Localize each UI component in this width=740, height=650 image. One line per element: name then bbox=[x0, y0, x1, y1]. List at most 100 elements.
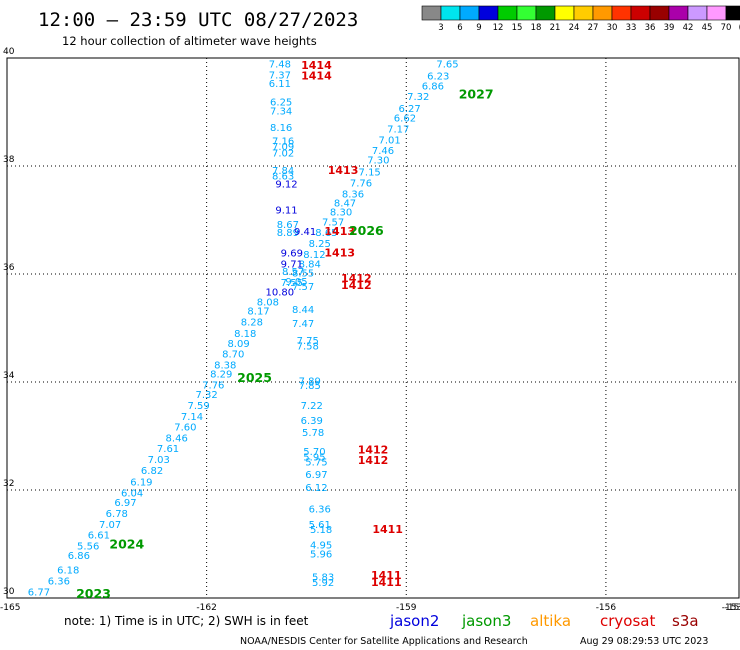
wave-height-label: 7.61 bbox=[157, 444, 179, 455]
wave-height-label: 6.78 bbox=[106, 509, 128, 520]
wave-height-label: 8.38 bbox=[214, 361, 236, 372]
colorbar-label: 70 bbox=[721, 23, 732, 33]
wave-height-label: 6.25 bbox=[270, 98, 292, 109]
wave-height-label: 10.80 bbox=[266, 288, 295, 299]
wave-height-label: 7.15 bbox=[359, 168, 381, 179]
wave-height-label: 8.46 bbox=[166, 433, 188, 444]
wave-height-label: 9.41 bbox=[294, 227, 316, 238]
time-labels: 1414141420271413141320261413141214122025… bbox=[76, 59, 493, 601]
colorbar-swatch bbox=[649, 5, 670, 21]
wave-height-label: 7.37 bbox=[269, 71, 291, 82]
wave-height-label: 8.47 bbox=[334, 199, 356, 210]
wave-height-label: 7.32 bbox=[196, 390, 218, 401]
colorbar-label: 27 bbox=[588, 23, 599, 33]
wave-height-label: 6.97 bbox=[114, 498, 136, 509]
colorbar-swatch bbox=[668, 5, 689, 21]
y-tick-label: 38 bbox=[3, 155, 15, 165]
wave-height-label: 9.69 bbox=[281, 249, 303, 260]
x-tick-label: -156 bbox=[596, 603, 617, 613]
pass-time-label: 1412 bbox=[341, 272, 372, 285]
wave-height-label: 7.03 bbox=[148, 455, 170, 466]
wave-height-label: 5.56 bbox=[77, 541, 99, 552]
wave-height-label: 8.28 bbox=[241, 317, 263, 328]
wave-height-label: 6.11 bbox=[269, 79, 291, 90]
pass-time-label: 1412 bbox=[341, 279, 372, 292]
wave-height-label: 7.22 bbox=[301, 401, 323, 412]
pass-time-label: 2026 bbox=[349, 223, 384, 238]
wave-height-label: 6.23 bbox=[427, 72, 449, 83]
wave-height-label: 6.36 bbox=[48, 577, 70, 588]
pass-time-label: 1411 bbox=[371, 569, 402, 582]
wave-height-label: 8.89 bbox=[277, 228, 299, 239]
x-tick-label: -15 bbox=[725, 603, 740, 613]
wave-height-label: 7.60 bbox=[174, 423, 196, 434]
colorbar-swatch bbox=[592, 5, 613, 21]
pass-time-label: 1412 bbox=[358, 454, 389, 467]
colorbar-label: 30 bbox=[607, 23, 618, 33]
page-subtitle: 12 hour collection of altimeter wave hei… bbox=[62, 34, 317, 48]
wave-height-label: 7.46 bbox=[372, 146, 394, 157]
wave-height-label: 7.57 bbox=[322, 217, 344, 228]
axis-ticks: -165 -162 -159 -156 -153-15 30 32 34 36 38 40 bbox=[0, 47, 740, 613]
colorbar-swatch bbox=[611, 5, 632, 21]
pass-time-label: 1411 bbox=[372, 523, 403, 536]
wave-height-label: 8.17 bbox=[247, 307, 269, 318]
colorbar-swatch bbox=[725, 5, 740, 21]
colorbar-label: 39 bbox=[664, 23, 675, 33]
x-tick-label: -153 bbox=[722, 603, 740, 613]
note-text: note: 1) Time is in UTC; 2) SWH is in fe… bbox=[64, 614, 309, 628]
y-tick-label: 36 bbox=[3, 263, 15, 273]
legend-entry: jason2 bbox=[389, 612, 439, 630]
colorbar-swatch bbox=[516, 5, 537, 21]
legend-entry: jason3 bbox=[461, 612, 511, 630]
colorbar-label: 36 bbox=[645, 23, 656, 33]
colorbar-label: 45 bbox=[702, 23, 713, 33]
wave-height-label: 4.95 bbox=[310, 540, 332, 551]
wave-height-label: 5.75 bbox=[305, 458, 327, 469]
wave-height-label: 7.14 bbox=[181, 412, 203, 423]
colorbar-label: 21 bbox=[550, 23, 561, 33]
colorbar-swatch bbox=[459, 5, 480, 21]
wave-height-label: 8.29 bbox=[210, 370, 232, 381]
wave-height-label: 8.16 bbox=[270, 123, 292, 134]
colorbar-label: 3 bbox=[438, 23, 443, 33]
wave-height-label: 6.39 bbox=[301, 416, 323, 427]
wave-height-label: 5.96 bbox=[310, 550, 332, 561]
legend-entry: s3a bbox=[672, 612, 699, 630]
pass-time-label: 1414 bbox=[301, 59, 332, 72]
wave-height-label: 8.65 bbox=[315, 228, 337, 239]
wave-height-label: 8.18 bbox=[234, 329, 256, 340]
wave-height-label: 8.55 bbox=[292, 269, 314, 280]
wave-height-label: 6.77 bbox=[28, 587, 50, 598]
legend-entry: cryosat bbox=[600, 612, 655, 630]
wave-height-label: 7.16 bbox=[272, 136, 294, 147]
wave-height-label: 6.62 bbox=[394, 114, 416, 125]
x-tick-label: -159 bbox=[396, 603, 417, 613]
y-tick-label: 34 bbox=[3, 371, 15, 381]
wave-height-label: 8.12 bbox=[303, 250, 325, 261]
y-tick-label: 40 bbox=[3, 47, 15, 57]
wave-height-label: 5.83 bbox=[312, 573, 334, 584]
wave-height-label: 7.59 bbox=[188, 401, 210, 412]
wave-height-label: 7.17 bbox=[387, 125, 409, 136]
timestamp-text: Aug 29 08:29:53 UTC 2023 bbox=[580, 636, 708, 647]
wave-height-label: 5.95 bbox=[303, 452, 325, 463]
colorbar-swatch bbox=[687, 5, 708, 21]
wave-height-label: 5.92 bbox=[312, 578, 334, 589]
credit-text: NOAA/NESDIS Center for Satellite Applica… bbox=[240, 636, 528, 647]
wave-height-label: 7.76 bbox=[350, 179, 372, 190]
wave-height-label: 7.76 bbox=[202, 380, 224, 391]
colorbar-label: 18 bbox=[531, 23, 542, 33]
wave-height-label: 6.61 bbox=[88, 531, 110, 542]
pass-time-label: 1413 bbox=[328, 164, 359, 177]
wave-height-label: 7.01 bbox=[379, 135, 401, 146]
wave-height-label: 6.86 bbox=[422, 81, 444, 92]
colorbar-swatch bbox=[630, 5, 651, 21]
wave-height-label: 7.75 bbox=[297, 336, 319, 347]
pass-time-label: 2025 bbox=[237, 370, 272, 385]
y-tick-label: 30 bbox=[3, 587, 15, 597]
colorbar-label: 15 bbox=[512, 23, 523, 33]
wave-height-label: 6.82 bbox=[141, 466, 163, 477]
wave-height-label: 9.12 bbox=[275, 180, 297, 191]
wave-height-label: 7.34 bbox=[270, 107, 292, 118]
